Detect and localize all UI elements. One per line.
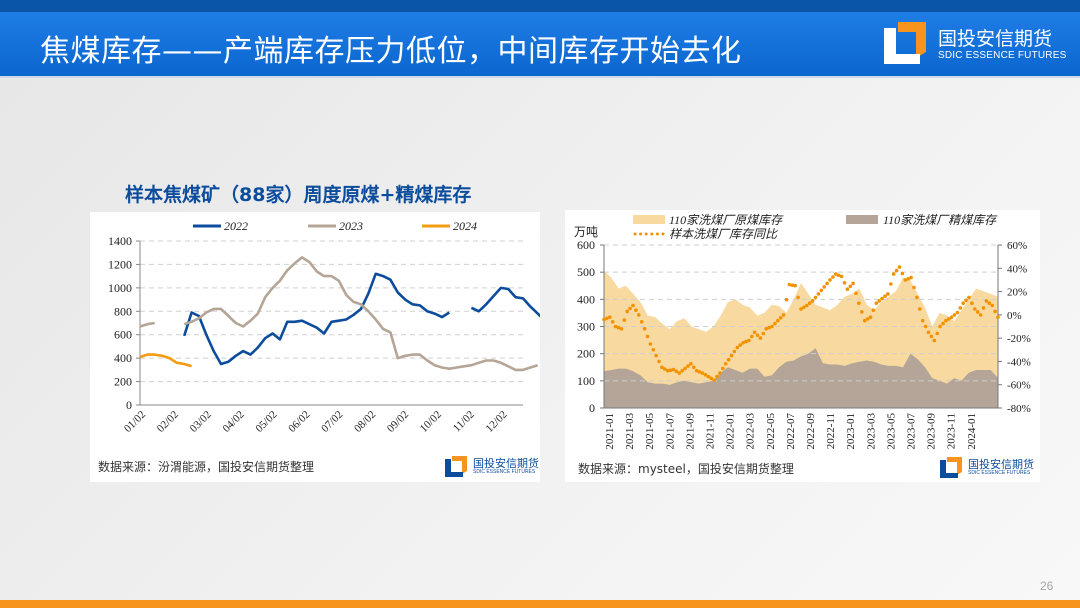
y2-tick-label: -60% [1007, 380, 1031, 392]
y-tick-label: 300 [577, 320, 595, 334]
x-tick-label: 2022-03 [745, 413, 757, 450]
page-number: 26 [1040, 579, 1054, 593]
x-tick-label: 03/02 [188, 409, 214, 435]
x-tick-label: 08/02 [352, 409, 378, 435]
x-tick-label: 2021-05 [644, 413, 656, 450]
header-divider [0, 76, 1080, 78]
x-tick-label: 2022-07 [785, 413, 797, 450]
y-tick-label: 400 [114, 351, 132, 365]
legend-swatch-dot [644, 232, 648, 236]
y2-tick-label: -20% [1007, 333, 1031, 345]
x-tick-label: 11/02 [451, 409, 477, 435]
y-tick-label: 200 [577, 347, 595, 361]
legend-swatch-dot [661, 232, 665, 236]
right-chart-panel: 0 100 200 300 400 500 600 -80% -60% -40% -20% 0% 20%… [565, 210, 1040, 482]
y2-tick-label: 60% [1007, 240, 1027, 252]
x-tick-label: 2023-01 [845, 413, 857, 450]
y2-tick-label: 0% [1007, 310, 1022, 322]
right-area-chart: 0 100 200 300 400 500 600 -80% -60% -40% -20% 0% 20%… [574, 213, 1031, 450]
logo-text-en: SDIC ESSENCE FUTURES [968, 470, 1031, 476]
logo-text-cn: 国投安信期货 [473, 457, 539, 470]
x-tick-label: 2022-11 [825, 413, 837, 449]
left-chart-title: 样本焦煤矿（88家）周度原煤+精煤库存 [125, 184, 472, 206]
x-tick-label: 04/02 [221, 409, 247, 435]
legend-swatch-dot [633, 232, 637, 236]
logo-text-en: SDIC ESSENCE FUTURES [473, 469, 536, 475]
company-logo: 国投安信期货 SDIC ESSENCE FUTURES [880, 20, 1080, 70]
y-tick-label: 0 [589, 401, 595, 415]
x-tick-label: 2021-01 [604, 413, 616, 450]
x-tick-label: 06/02 [286, 409, 312, 435]
footer-bar [0, 600, 1080, 608]
y2-tick-label: 40% [1007, 263, 1027, 275]
x-tick-label: 02/02 [155, 409, 181, 435]
legend-label: 2022 [224, 219, 248, 233]
x-tick-label: 10/02 [418, 409, 444, 435]
legend-swatch [633, 215, 665, 224]
y-tick-label: 1400 [108, 234, 132, 248]
x-tick-label: 2023-11 [946, 413, 958, 449]
series-line-2023 [139, 256, 539, 372]
x-tick-label: 2022-01 [725, 413, 737, 450]
y2-tick-label: -80% [1007, 403, 1031, 415]
y-tick-label: 1000 [108, 281, 132, 295]
left-chart-panel: 0 200 400 600 800 1000 1200 1400 01/02 02/02 03/02… [90, 212, 554, 482]
x-tick-label: 2021-09 [684, 413, 696, 450]
y-tick-label: 0 [126, 398, 132, 412]
y2-tick-label: -40% [1007, 356, 1031, 368]
logo-text-cn: 国投安信期货 [968, 458, 1034, 471]
y2-tick-label: 20% [1007, 287, 1027, 299]
clean-coal-area [604, 348, 998, 408]
legend-swatch [846, 215, 878, 224]
header-bar: 焦煤库存——产端库存压力低位，中间库存开始去化 国投安信期货 SDIC ESSE… [0, 12, 1080, 76]
left-chart-logo: 国投安信期货 SDIC ESSENCE FUTURES [443, 455, 539, 481]
y-tick-label: 800 [114, 304, 132, 318]
legend-label: 110家洗煤厂原煤库存 [669, 213, 784, 227]
legend-swatch-dot [650, 232, 654, 236]
series-line-2024 [139, 353, 192, 368]
y-tick-label: 400 [577, 292, 595, 306]
page-title: 焦煤库存——产端库存压力低位，中间库存开始去化 [40, 34, 742, 69]
logo-text-en: SDIC ESSENCE FUTURES [938, 50, 1067, 61]
right-chart-logo: 国投安信期货 SDIC ESSENCE FUTURES [938, 456, 1034, 482]
x-tick-label: 2023-09 [926, 413, 938, 450]
x-tick-label: 2023-03 [865, 413, 877, 450]
logo-mark-icon [445, 456, 467, 477]
x-tick-label: 01/02 [122, 409, 148, 435]
x-tick-label: 12/02 [484, 409, 510, 435]
y-tick-label: 600 [577, 238, 595, 252]
y-tick-label: 1200 [108, 257, 132, 271]
x-tick-label: 09/02 [385, 409, 411, 435]
left-chart-source: 数据来源：汾渭能源，国投安信期货整理 [98, 460, 315, 474]
x-tick-label: 2021-11 [705, 413, 717, 449]
x-tick-label: 2024-01 [966, 413, 978, 450]
x-tick-label: 2023-07 [906, 413, 918, 450]
x-tick-label: 2022-09 [805, 413, 817, 450]
x-tick-label: 07/02 [319, 409, 345, 435]
x-tick-label: 2021-07 [664, 413, 676, 450]
top-strip [0, 0, 1080, 12]
y-tick-label: 200 [114, 375, 132, 389]
x-tick-label: 2023-05 [885, 413, 897, 450]
legend-swatch-dot [655, 232, 659, 236]
y-tick-label: 500 [577, 265, 595, 279]
y-tick-label: 600 [114, 328, 132, 342]
legend-label: 110家洗煤厂精煤库存 [883, 213, 998, 227]
logo-text-cn: 国投安信期货 [938, 28, 1053, 50]
left-line-chart: 0 200 400 600 800 1000 1200 1400 01/02 02/02 03/02… [108, 219, 554, 435]
legend-swatch-dot [639, 232, 643, 236]
x-tick-label: 2021-03 [624, 413, 636, 450]
x-tick-label: 2022-05 [765, 413, 777, 450]
logo-mark-icon [940, 457, 962, 478]
legend-label: 样本洗煤厂库存同比 [669, 227, 778, 241]
y-axis-unit: 万吨 [574, 225, 598, 239]
x-tick-label: 05/02 [253, 409, 279, 435]
y-tick-label: 100 [577, 374, 595, 388]
logo-mark-icon [884, 22, 926, 64]
series-line-2022 [182, 272, 554, 366]
right-chart-source: 数据来源：mysteel，国投安信期货整理 [578, 462, 794, 476]
legend-label: 2023 [339, 219, 363, 233]
legend-label: 2024 [453, 219, 477, 233]
